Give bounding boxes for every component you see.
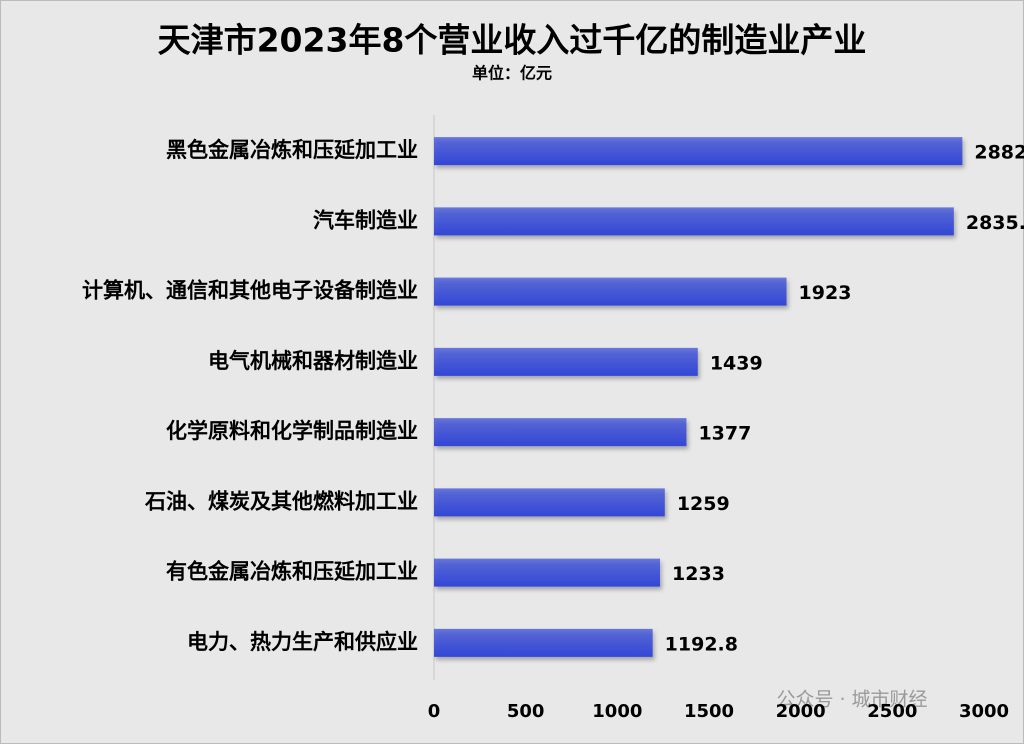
category-label: 电力、热力生产和供应业	[187, 630, 418, 654]
x-tick-label: 3000	[959, 701, 1009, 722]
bar	[434, 628, 653, 657]
value-label: 1377	[698, 423, 751, 445]
category-label: 石油、煤炭及其他燃料加工业	[144, 489, 418, 513]
x-tick-label: 500	[507, 701, 545, 722]
category-label: 计算机、通信和其他电子设备制造业	[82, 279, 418, 303]
category-label: 化学原料和化学制品制造业	[166, 419, 418, 443]
bar	[434, 277, 787, 306]
category-label: 有色金属冶炼和压延加工业	[166, 560, 418, 584]
category-label: 电气机械和器材制造业	[208, 349, 418, 373]
chart-subtitle: 单位：亿元	[472, 64, 552, 83]
x-tick-label: 1500	[684, 701, 734, 722]
value-label: 1192.8	[665, 633, 738, 655]
value-label: 1259	[677, 493, 730, 515]
value-label: 1233	[672, 563, 725, 585]
bar	[434, 347, 698, 376]
x-tick-label: 1000	[592, 701, 642, 722]
x-tick-label: 2500	[867, 701, 917, 722]
x-tick-label: 2000	[776, 701, 826, 722]
category-label: 黑色金属冶炼和压延加工业	[166, 138, 418, 162]
bar	[434, 137, 963, 166]
value-label: 2835.6	[966, 212, 1024, 234]
value-label: 2882	[974, 142, 1024, 164]
category-label: 汽车制造业	[313, 208, 418, 232]
bar	[434, 207, 954, 236]
bar	[434, 488, 665, 517]
chart-title: 天津市2023年8个营业收入过千亿的制造业产业	[158, 21, 867, 60]
value-label: 1923	[799, 282, 852, 304]
value-label: 1439	[710, 352, 763, 374]
watermark: 公众号 · 城市财经	[776, 689, 927, 711]
bar	[434, 558, 661, 587]
bar	[434, 418, 687, 447]
x-tick-label: 0	[428, 701, 441, 722]
